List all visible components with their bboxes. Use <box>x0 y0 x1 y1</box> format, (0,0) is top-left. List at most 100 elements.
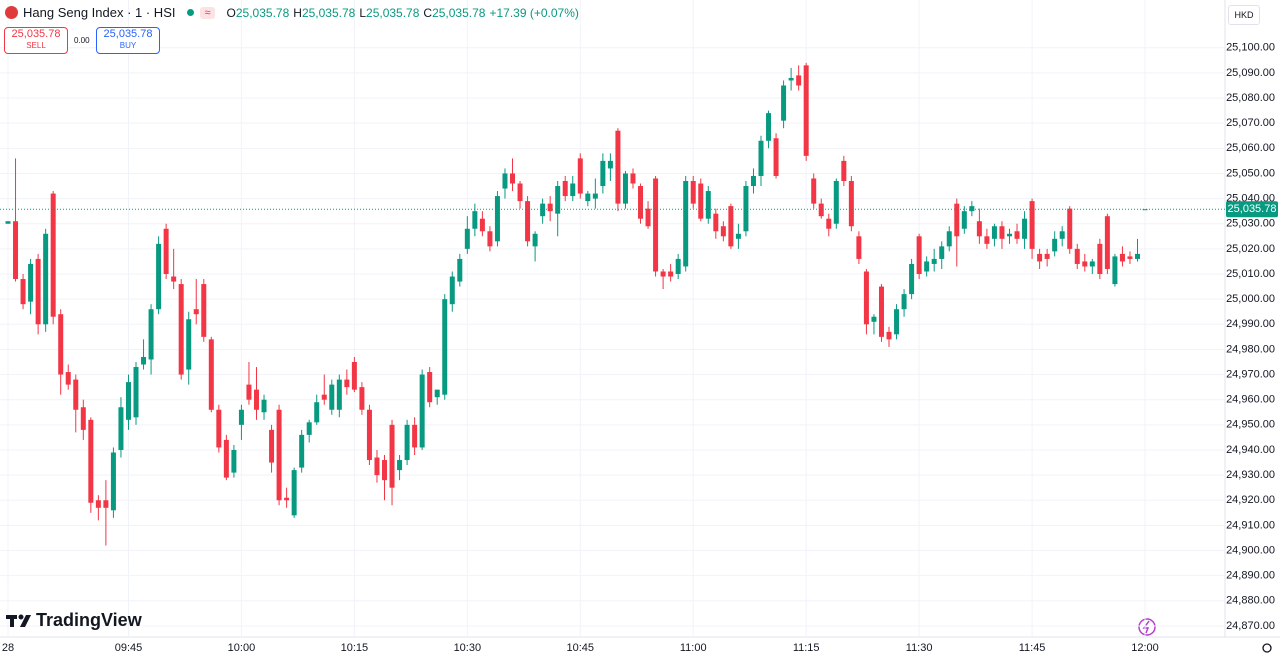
candle-body <box>110 452 116 511</box>
candle-body <box>382 460 387 481</box>
candle-body <box>660 271 666 277</box>
candle-body <box>1089 261 1095 267</box>
candle-body <box>600 160 606 187</box>
candle-body <box>494 196 500 242</box>
candle-body <box>208 339 214 410</box>
candle-body <box>404 424 410 461</box>
candle-body <box>645 208 651 227</box>
x-tick-label: 10:45 <box>567 642 595 654</box>
candle-body <box>178 284 184 375</box>
candle-body <box>427 372 433 403</box>
ohlc-label: C <box>423 5 433 20</box>
ohlc-value: 25,035.78 <box>235 5 290 20</box>
candle-body <box>1029 201 1035 249</box>
candle-body <box>1082 261 1088 267</box>
candle-body <box>630 173 636 184</box>
candle-body <box>705 191 711 219</box>
x-tick-label: 11:15 <box>793 642 820 654</box>
ohlc-label: O <box>226 5 236 20</box>
candle-body <box>532 233 538 247</box>
candle-body <box>472 211 478 229</box>
candle-body <box>148 309 154 360</box>
candle-body <box>939 246 945 259</box>
candle-body <box>826 218 832 229</box>
candle-body <box>856 236 862 259</box>
buy-label: BUY <box>119 41 137 50</box>
y-tick-label: 25,100.00 <box>1226 42 1275 54</box>
candle-body <box>683 180 689 267</box>
candle-body <box>1097 243 1103 275</box>
candle-body <box>811 178 817 204</box>
candle-body <box>1044 253 1050 259</box>
candle-body <box>216 409 222 448</box>
candle-body <box>924 261 930 272</box>
y-tick-label: 24,880.00 <box>1226 595 1275 607</box>
candle-body <box>901 294 907 310</box>
last-price-label: 25,035.78 <box>1228 203 1277 215</box>
candle-body <box>976 221 982 237</box>
candle-body <box>1135 253 1140 259</box>
status-badge: ≈ <box>200 6 215 19</box>
candle-body <box>863 271 869 325</box>
y-tick-label: 25,000.00 <box>1226 293 1275 305</box>
candle-body <box>878 286 884 337</box>
candle-body <box>50 193 56 317</box>
candle-body <box>562 180 568 197</box>
candle-body <box>163 228 169 275</box>
candle-body <box>969 206 975 212</box>
candle-body <box>653 178 659 272</box>
candle-body <box>698 183 704 219</box>
y-tick-label: 24,950.00 <box>1226 419 1275 431</box>
candle-body <box>291 470 297 516</box>
settings-icon[interactable] <box>1262 643 1272 653</box>
y-tick-label: 25,080.00 <box>1226 92 1275 104</box>
candle-body <box>464 228 470 249</box>
candle-body <box>103 500 109 508</box>
candle-body <box>735 233 741 239</box>
candle-body <box>592 193 598 199</box>
candle-body <box>238 409 244 425</box>
buy-button[interactable]: 25,035.78 BUY <box>96 27 160 54</box>
candle-body <box>796 75 802 86</box>
y-tick-label: 24,930.00 <box>1226 469 1275 481</box>
symbol-name[interactable]: Hang Seng Index · 1 · HSI <box>23 5 176 20</box>
candle-body <box>1119 253 1125 262</box>
candle-body <box>577 158 583 194</box>
candle-body <box>999 226 1005 239</box>
candle-body <box>88 419 94 503</box>
candle-body <box>984 236 990 244</box>
y-tick-label: 25,070.00 <box>1226 117 1275 129</box>
candle-body <box>269 429 275 463</box>
candle-body <box>1014 231 1020 239</box>
candle-body <box>946 231 952 247</box>
legend: Hang Seng Index · 1 · HSI ≈ O25,035.78 H2… <box>5 5 579 20</box>
candle-body <box>284 497 290 501</box>
candle-body <box>487 231 493 247</box>
candle-body <box>585 193 591 202</box>
candle-body <box>991 226 997 239</box>
x-tick-label: 10:00 <box>228 642 256 654</box>
candle-body <box>58 314 64 375</box>
change: +17.39 (+0.07%) <box>489 5 579 20</box>
candle-body <box>95 500 101 508</box>
candle-body <box>750 175 756 187</box>
y-tick-label: 25,060.00 <box>1226 142 1275 154</box>
candle-body <box>171 276 177 282</box>
sell-button[interactable]: 25,035.78 SELL <box>4 27 68 54</box>
candle-body <box>1112 256 1118 285</box>
candle-body <box>788 77 794 81</box>
ohlc-value: 25,035.78 <box>366 5 420 20</box>
candle-body <box>20 279 26 305</box>
currency-button[interactable]: HKD <box>1228 5 1260 25</box>
alert-icon[interactable] <box>1138 618 1156 636</box>
candle-body <box>781 85 787 121</box>
x-tick-label: 10:15 <box>341 642 369 654</box>
candle-body <box>720 226 726 237</box>
x-tick-label: 28 <box>2 642 14 654</box>
y-tick-label: 24,910.00 <box>1226 519 1275 531</box>
candle-body <box>1022 218 1028 239</box>
x-tick-label: 09:45 <box>115 642 143 654</box>
candle-body <box>73 379 79 410</box>
candle-body <box>547 203 553 212</box>
